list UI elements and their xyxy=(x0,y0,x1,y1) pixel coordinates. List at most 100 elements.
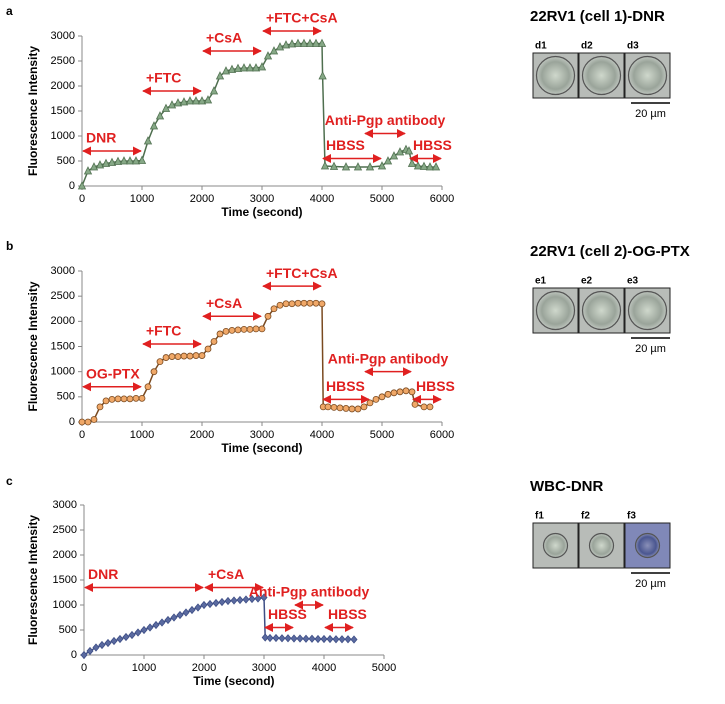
data-point xyxy=(116,634,124,644)
data-point xyxy=(185,96,195,105)
data-point xyxy=(420,403,428,411)
y-tick-label: 3000 xyxy=(53,499,77,511)
y-tick-label: 2000 xyxy=(53,549,77,561)
x-tick-label: 6000 xyxy=(430,193,454,205)
cell xyxy=(627,290,668,331)
data-point xyxy=(137,155,147,164)
data-point xyxy=(134,628,142,637)
data-point xyxy=(168,353,176,360)
x-tick-label: 3000 xyxy=(250,193,274,205)
y-tick-label: 500 xyxy=(57,391,75,403)
data-point xyxy=(324,403,332,411)
panel-label: a xyxy=(6,4,13,18)
data-point xyxy=(353,162,363,171)
data-point xyxy=(350,635,358,644)
data-point xyxy=(318,71,327,80)
data-point xyxy=(110,636,118,646)
data-point xyxy=(326,634,334,644)
annotation-label: DNR xyxy=(86,130,116,146)
data-point xyxy=(170,613,178,622)
data-point xyxy=(204,345,212,353)
data-point xyxy=(200,600,208,610)
data-point xyxy=(120,395,128,403)
y-axis-label: Fluorescence Intensity xyxy=(26,515,40,645)
data-point xyxy=(246,325,254,333)
data-point xyxy=(84,418,92,426)
y-tick-label: 2000 xyxy=(51,315,75,327)
data-point xyxy=(384,390,392,398)
data-point xyxy=(152,620,160,630)
data-point xyxy=(173,98,183,107)
annotation-label: OG-PTX xyxy=(86,365,140,381)
data-point xyxy=(305,38,315,47)
scale-label: 20 µm xyxy=(635,578,666,590)
data-point xyxy=(192,352,200,359)
data-point xyxy=(317,38,327,47)
data-point xyxy=(132,394,140,402)
data-point xyxy=(197,96,207,105)
annotation-label: Anti-Pgp antibody xyxy=(325,112,446,128)
x-tick-label: 4000 xyxy=(310,193,334,205)
data-point xyxy=(104,638,112,648)
data-point xyxy=(275,42,285,51)
annotation-label: Anti-Pgp antibody xyxy=(249,584,370,600)
annotation-label: HBSS xyxy=(416,378,455,394)
data-point xyxy=(86,646,94,656)
annotation-label: HBSS xyxy=(326,137,365,153)
data-point xyxy=(126,395,134,403)
data-point xyxy=(191,96,201,105)
data-point xyxy=(155,111,165,120)
annotation-label: +FTC+CsA xyxy=(266,10,338,26)
image-label: d1 xyxy=(535,41,547,52)
data-point xyxy=(411,400,419,408)
y-tick-label: 1000 xyxy=(53,599,77,611)
data-point xyxy=(308,634,316,643)
data-point xyxy=(332,635,340,644)
y-tick-label: 500 xyxy=(59,624,77,636)
data-point xyxy=(258,325,266,333)
data-point xyxy=(90,416,98,423)
data-point xyxy=(408,388,416,396)
data-point xyxy=(161,103,171,112)
data-point xyxy=(276,301,284,309)
y-tick-label: 1500 xyxy=(53,574,77,586)
y-tick-label: 1500 xyxy=(51,105,75,117)
x-tick-label: 2000 xyxy=(190,193,214,205)
panel-label: b xyxy=(6,239,13,253)
data-point xyxy=(239,63,249,72)
x-tick-label: 0 xyxy=(81,662,87,674)
data-point xyxy=(248,594,256,604)
y-tick-label: 0 xyxy=(69,416,75,428)
data-point xyxy=(96,403,104,411)
scale-label: 20 µm xyxy=(635,343,666,355)
x-tick-label: 5000 xyxy=(370,429,394,441)
data-point xyxy=(236,595,244,605)
cell xyxy=(581,290,622,331)
data-point xyxy=(234,326,242,334)
data-point xyxy=(138,394,146,402)
image-label: e3 xyxy=(627,276,639,287)
annotation-label: +CsA xyxy=(206,295,242,311)
data-point xyxy=(92,643,100,652)
data-point xyxy=(174,353,182,360)
data-point xyxy=(240,325,248,333)
annotation-label: +FTC xyxy=(146,323,181,339)
data-point xyxy=(302,634,310,643)
data-point xyxy=(122,632,130,642)
data-point xyxy=(167,100,177,109)
data-point xyxy=(182,608,190,617)
data-point xyxy=(233,63,243,72)
data-point xyxy=(318,300,326,308)
data-point xyxy=(251,63,261,72)
cell xyxy=(581,55,622,96)
y-tick-label: 3000 xyxy=(51,30,75,42)
cell xyxy=(535,55,576,96)
annotation-label: DNR xyxy=(88,566,118,582)
data-point xyxy=(311,38,321,47)
data-point xyxy=(179,97,189,106)
y-axis-label: Fluorescence Intensity xyxy=(26,281,40,411)
data-point xyxy=(180,352,188,360)
data-point xyxy=(266,633,274,643)
data-point xyxy=(290,634,298,643)
